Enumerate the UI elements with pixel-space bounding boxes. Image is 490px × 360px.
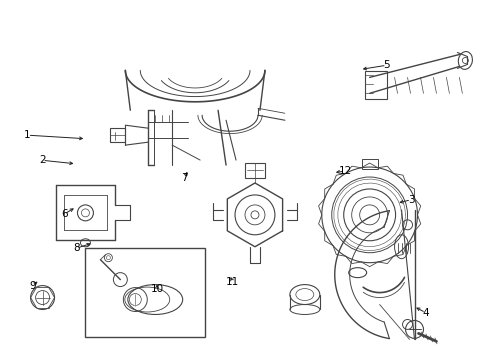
Bar (365, 71, 387, 99)
Bar (110, 128, 125, 142)
Text: 9: 9 (29, 281, 36, 291)
Text: 8: 8 (73, 243, 80, 253)
Text: 3: 3 (408, 195, 415, 205)
Circle shape (251, 211, 259, 219)
Text: 7: 7 (181, 173, 187, 183)
Bar (85, 248, 205, 337)
Text: 6: 6 (61, 209, 68, 219)
Text: 4: 4 (422, 308, 429, 318)
Text: 11: 11 (226, 277, 240, 287)
Text: 5: 5 (383, 60, 390, 70)
Text: 2: 2 (39, 155, 46, 165)
Bar (245, 163, 265, 178)
Text: 1: 1 (24, 130, 31, 140)
Text: 12: 12 (339, 166, 352, 176)
Bar (362, 159, 378, 169)
Text: 10: 10 (150, 284, 164, 294)
